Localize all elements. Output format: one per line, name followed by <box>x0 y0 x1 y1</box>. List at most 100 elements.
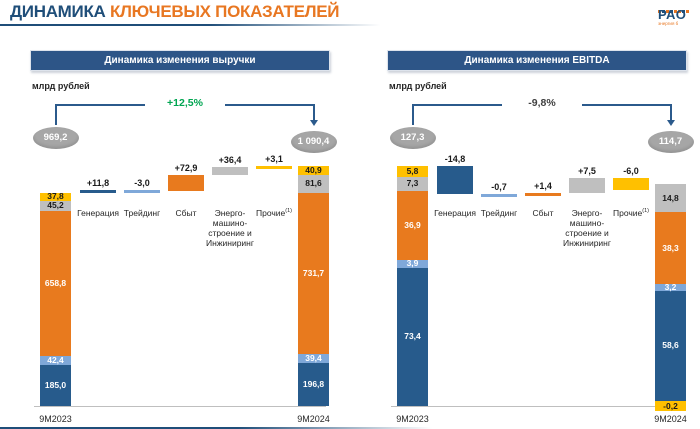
page-title-part1: ДИНАМИКА <box>10 2 106 21</box>
segment-value-label: 58,6 <box>662 340 679 351</box>
bar-segment <box>298 192 329 354</box>
bar-segment <box>40 210 71 356</box>
bar-segment <box>298 362 329 406</box>
bar-segment <box>298 175 329 193</box>
delta-value-label: +7,5 <box>578 166 596 177</box>
category-label: Сбыт <box>532 208 554 218</box>
bar-segment <box>298 166 329 175</box>
page-title: ДИНАМИКА КЛЮЧЕВЫХ ПОКАЗАТЕЛЕЙ <box>10 2 340 22</box>
logo-dots-icon <box>658 1 700 13</box>
x-axis-line <box>391 406 683 407</box>
segment-value-label: 731,7 <box>302 267 325 278</box>
delta-bar <box>80 190 116 194</box>
delta-value-label: -0,7 <box>491 181 507 192</box>
delta-bar <box>525 192 561 196</box>
delta-bar <box>569 178 605 193</box>
segment-value-label: 3,2 <box>664 282 677 292</box>
logo-tagline: энергия б <box>658 21 679 26</box>
bar-segment <box>298 354 329 363</box>
segment-value-label: 658,8 <box>44 277 67 288</box>
segment-value-label: -0,2 <box>663 400 678 411</box>
bar-segment <box>397 267 428 406</box>
header-rule <box>0 24 380 26</box>
delta-value-label: +1,4 <box>534 180 552 191</box>
change-arrow-line <box>669 104 672 120</box>
change-arrow-line <box>582 104 671 106</box>
segment-value-label: 81,6 <box>305 178 322 189</box>
delta-bar <box>256 166 292 169</box>
change-arrow-line <box>412 104 502 106</box>
bar-segment <box>397 260 428 268</box>
plot-area: млрд рублей 185,0 42,4 658,8 45,2 37,8 9M2023… <box>30 71 337 429</box>
page-title-part2: КЛЮЧЕВЫХ ПОКАЗАТЕЛЕЙ <box>109 2 340 21</box>
segment-value-label: 196,8 <box>302 378 325 389</box>
bar-segment <box>40 355 71 366</box>
bar-segment <box>40 365 71 406</box>
chart-banner: Динамика изменения выручки <box>30 50 330 71</box>
category-label: Сбыт <box>175 208 197 218</box>
segment-value-label: 5,8 <box>406 165 419 176</box>
delta-value-label: +36,4 <box>218 154 242 165</box>
category-label: Энерго-машино-строение и Инжиниринг <box>563 208 611 249</box>
segment-value-label: 7,3 <box>406 178 419 189</box>
delta-bar <box>481 193 517 197</box>
plot-area: млрд рублей 73,4 3,9 36,9 7,3 5,8 9M2023 -0,2 5… <box>387 71 694 429</box>
segment-value-label: 45,2 <box>47 200 64 211</box>
segment-value-label: 36,9 <box>404 219 421 230</box>
delta-value-label: +11,8 <box>86 178 110 189</box>
x-axis-label: 9M2023 <box>39 414 72 424</box>
delta-bar <box>437 166 473 194</box>
delta-value-label: -3,0 <box>134 178 150 189</box>
change-arrow-line <box>54 104 57 125</box>
change-arrow-head <box>666 120 675 126</box>
change-arrow-head <box>309 120 318 126</box>
segment-value-label: 3,9 <box>406 258 419 269</box>
segment-value-label: 73,4 <box>404 331 421 342</box>
bar-segment <box>655 401 686 411</box>
footer-rule <box>0 427 432 429</box>
end-total-ellipse: 1 090,4 <box>290 131 337 153</box>
logo-text: РАО <box>658 7 687 22</box>
bar-segment <box>655 212 686 285</box>
category-label: Генерация <box>434 208 476 218</box>
bar-segment <box>655 284 686 291</box>
chart-panel-revenue: Динамика изменения выручки млрд рублей 1… <box>30 50 337 429</box>
change-arrow-line <box>225 104 314 106</box>
delta-bar <box>168 174 204 191</box>
units-label: млрд рублей <box>32 81 90 91</box>
delta-value-label: +72,9 <box>174 162 198 173</box>
bar-segment <box>40 192 71 201</box>
segment-value-label: 42,4 <box>47 355 64 366</box>
segment-value-label: 38,3 <box>662 242 679 253</box>
delta-bar <box>124 190 160 194</box>
inter-rao-logo: РАО энергия б <box>658 1 700 27</box>
category-label: Прочие(1) <box>255 208 292 218</box>
delta-bar <box>212 166 248 175</box>
delta-bar <box>613 178 649 190</box>
delta-value-label: -14,8 <box>444 154 466 164</box>
segment-value-label: 37,8 <box>47 191 64 202</box>
bar-segment <box>397 176 428 191</box>
segment-value-label: 14,8 <box>662 192 679 203</box>
segment-value-label: 39,4 <box>305 352 322 363</box>
chart-panel-ebitda: Динамика изменения EBITDA млрд рублей 73… <box>387 50 694 429</box>
category-label: Генерация <box>77 208 119 218</box>
segment-value-label: 40,9 <box>305 165 322 175</box>
bar-segment <box>397 166 428 177</box>
category-label: Прочие(1) <box>612 208 649 218</box>
start-total-ellipse: 969,2 <box>32 127 79 149</box>
bar-segment <box>655 290 686 401</box>
x-axis-label: 9M2024 <box>654 414 687 424</box>
change-arrow-line <box>411 104 414 125</box>
bar-segment <box>40 200 71 211</box>
x-axis-label: 9M2023 <box>396 414 429 424</box>
segment-value-label: 185,0 <box>44 380 67 391</box>
category-label: Энерго-машино-строение и Инжиниринг <box>206 208 254 249</box>
change-arrow-line <box>55 104 145 106</box>
change-arrow-line <box>312 104 315 120</box>
units-label: млрд рублей <box>389 81 447 91</box>
x-axis-line <box>34 406 326 407</box>
category-label: Трейдинг <box>123 208 161 218</box>
x-axis-label: 9M2024 <box>297 414 330 424</box>
